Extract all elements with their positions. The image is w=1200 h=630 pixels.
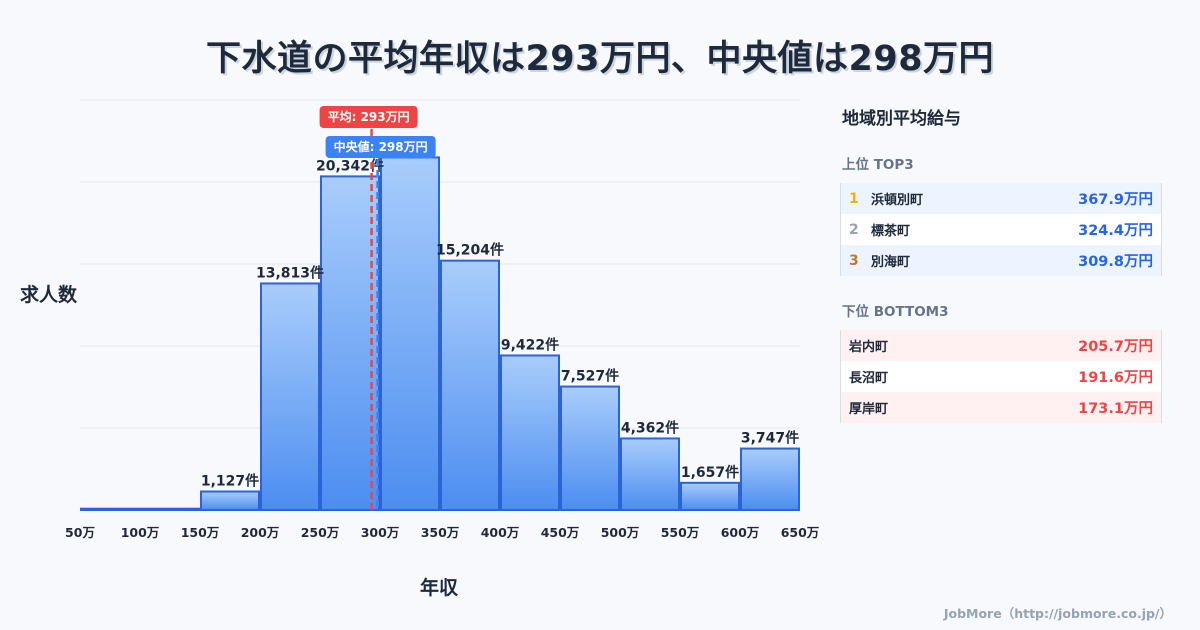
- bars: [80, 156, 800, 512]
- x-tick-label: 450万: [541, 525, 580, 540]
- x-tick-label: 300万: [361, 525, 400, 540]
- bar-value-label: 3,747件: [741, 430, 799, 447]
- top-section-label: 上位 TOP3: [842, 157, 914, 173]
- region-name: 厚岸町: [849, 402, 889, 417]
- y-axis-label: 求人数: [20, 284, 78, 306]
- regional-salary-panel: 地域別平均給与 上位 TOP3 1 浜頓別町 367.9万円 2 標茶町 324…: [840, 100, 1162, 423]
- histogram-bar: [80, 507, 140, 511]
- bar-value-label: 20,342件: [316, 157, 384, 174]
- bar-value-label: 1,657件: [681, 464, 739, 481]
- list-item: 3 別海町 309.8万円: [840, 245, 1161, 276]
- histogram-bar: [620, 437, 680, 511]
- rank-number: 2: [849, 221, 859, 238]
- median-label: 中央値: 298万円: [334, 139, 428, 154]
- histogram-bar: [680, 481, 740, 511]
- footer-credit: JobMore（http://jobmore.co.jp/）: [943, 606, 1172, 621]
- bottom-section-label: 下位 BOTTOM3: [842, 304, 949, 320]
- bar-value-label: 13,813件: [256, 264, 324, 281]
- region-name: 浜頓別町: [871, 193, 924, 208]
- rank-number: 1: [849, 190, 859, 207]
- region-name: 長沼町: [849, 371, 889, 386]
- histogram-bar: [260, 282, 320, 511]
- x-tick-label: 350万: [421, 525, 460, 540]
- list-item: 長沼町 191.6万円: [840, 361, 1161, 392]
- x-tick-labels: 50万 100万 150万 200万 250万 300万 350万 400万 450万 500万 5…: [65, 525, 819, 540]
- region-salary: 173.1万円: [1078, 401, 1153, 417]
- panel-title: 地域別平均給与: [842, 109, 961, 129]
- bar-value-label: 9,422件: [501, 336, 559, 353]
- bar-value-label: 15,204件: [436, 242, 504, 259]
- region-name: 別海町: [871, 255, 911, 270]
- x-tick-label: 150万: [181, 525, 220, 540]
- region-salary: 324.4万円: [1078, 223, 1153, 239]
- list-item: 岩内町 205.7万円: [840, 330, 1161, 361]
- histogram-bar: [200, 490, 260, 512]
- x-tick-label: 600万: [721, 525, 760, 540]
- x-tick-label: 50万: [65, 525, 95, 540]
- bottom-list: 岩内町 205.7万円 長沼町 191.6万円 厚岸町 173.1万円: [840, 330, 1162, 423]
- region-salary: 309.8万円: [1078, 254, 1153, 270]
- histogram-bar: [440, 259, 500, 511]
- x-tick-label: 100万: [121, 525, 160, 540]
- x-axis-label: 年収: [420, 577, 459, 599]
- x-tick-label: 650万: [781, 525, 820, 540]
- region-name: 標茶町: [871, 224, 911, 239]
- list-item: 1 浜頓別町 367.9万円: [840, 183, 1161, 214]
- x-tick-label: 500万: [601, 525, 640, 540]
- region-salary: 205.7万円: [1078, 339, 1153, 355]
- bar-value-label: 1,127件: [201, 473, 259, 490]
- rank-number: 3: [849, 252, 859, 269]
- list-item: 厚岸町 173.1万円: [840, 392, 1161, 423]
- value-labels: 1,127件13,813件20,342件件15,204件9,422件7,527件…: [201, 138, 799, 489]
- bar-value-label: 4,362件: [621, 419, 679, 436]
- page-title: 下水道の平均年収は293万円、中央値は298万円: [205, 39, 995, 79]
- histogram-chart: 1,127件13,813件20,342件件15,204件9,422件7,527件…: [65, 99, 819, 540]
- region-name: 岩内町: [849, 340, 889, 355]
- histogram-bar: [320, 175, 380, 511]
- histogram-bar: [140, 507, 200, 511]
- histogram-bar: [560, 385, 620, 511]
- region-salary: 191.6万円: [1078, 370, 1153, 386]
- histogram-bar: [740, 447, 800, 511]
- mean-badge: [319, 106, 418, 128]
- histogram-bar: [500, 354, 560, 511]
- mean-label: 平均: 293万円: [328, 109, 410, 124]
- bar-value-label: 7,527件: [561, 368, 619, 385]
- list-item: 2 標茶町 324.4万円: [840, 214, 1161, 245]
- histogram-bar: [380, 156, 440, 511]
- x-tick-label: 200万: [241, 525, 280, 540]
- top-list: 1 浜頓別町 367.9万円 2 標茶町 324.4万円 3 別海町 309.8…: [840, 183, 1162, 276]
- x-tick-label: 250万: [301, 525, 340, 540]
- x-tick-label: 550万: [661, 525, 700, 540]
- region-salary: 367.9万円: [1078, 192, 1153, 208]
- x-tick-label: 400万: [481, 525, 520, 540]
- median-badge: [325, 136, 436, 158]
